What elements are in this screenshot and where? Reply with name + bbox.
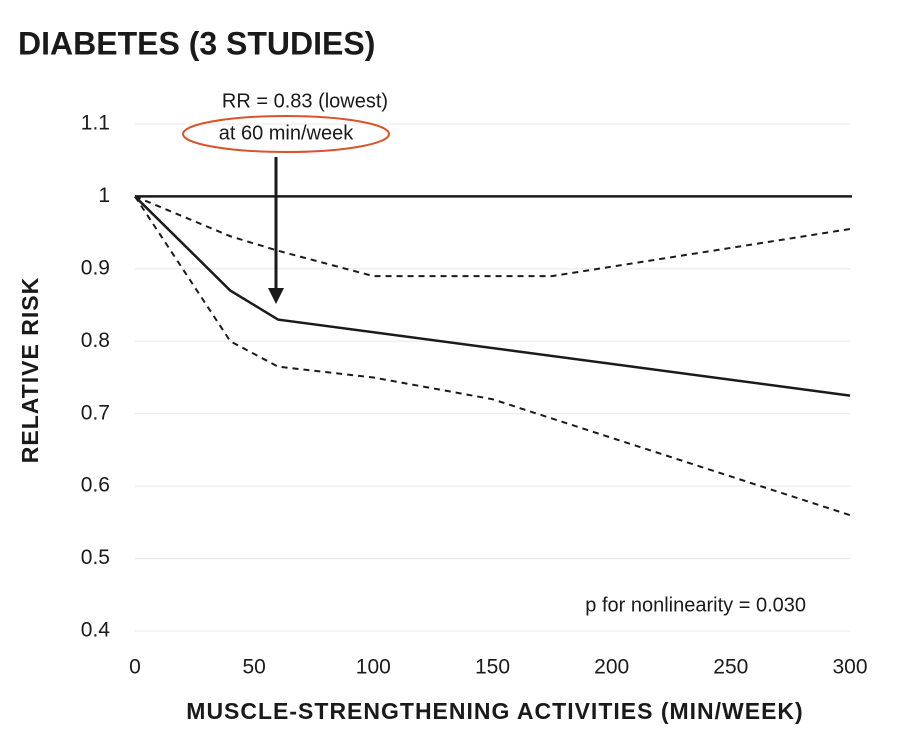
x-axis-label: MUSCLE-STRENGTHENING ACTIVITIES (MIN/WEE… (186, 698, 803, 724)
ci-line (134, 195, 851, 278)
highlight-ellipse (182, 115, 390, 153)
y-tick-label: 0.6 (81, 474, 110, 497)
annotation: at 60 min/week (219, 122, 355, 144)
annotation: p for nonlinearity = 0.030 (585, 594, 806, 616)
x-tick-label: 0 (129, 656, 141, 679)
ci-line (134, 195, 851, 517)
y-tick-label: 1 (98, 184, 110, 207)
rr-line (134, 195, 851, 397)
y-tick-label: 0.8 (81, 329, 110, 352)
arrow-head (268, 288, 284, 304)
y-tick-label: 0.5 (81, 546, 110, 569)
y-tick-label: 1.1 (81, 112, 110, 135)
y-tick-label: 0.4 (81, 619, 111, 642)
y-tick-label: 0.7 (81, 401, 110, 424)
x-tick-label: 150 (475, 656, 510, 679)
x-tick-label: 50 (242, 656, 265, 679)
x-tick-label: 250 (713, 656, 748, 679)
y-axis-label: RELATIVE RISK (17, 277, 43, 463)
x-tick-label: 100 (356, 656, 391, 679)
x-tick-label: 300 (832, 656, 867, 679)
y-tick-label: 0.9 (81, 256, 110, 279)
annotation: RR = 0.83 (lowest) (222, 90, 388, 112)
chart-title: DIABETES (3 STUDIES) (18, 25, 375, 61)
x-tick-label: 200 (594, 656, 629, 679)
